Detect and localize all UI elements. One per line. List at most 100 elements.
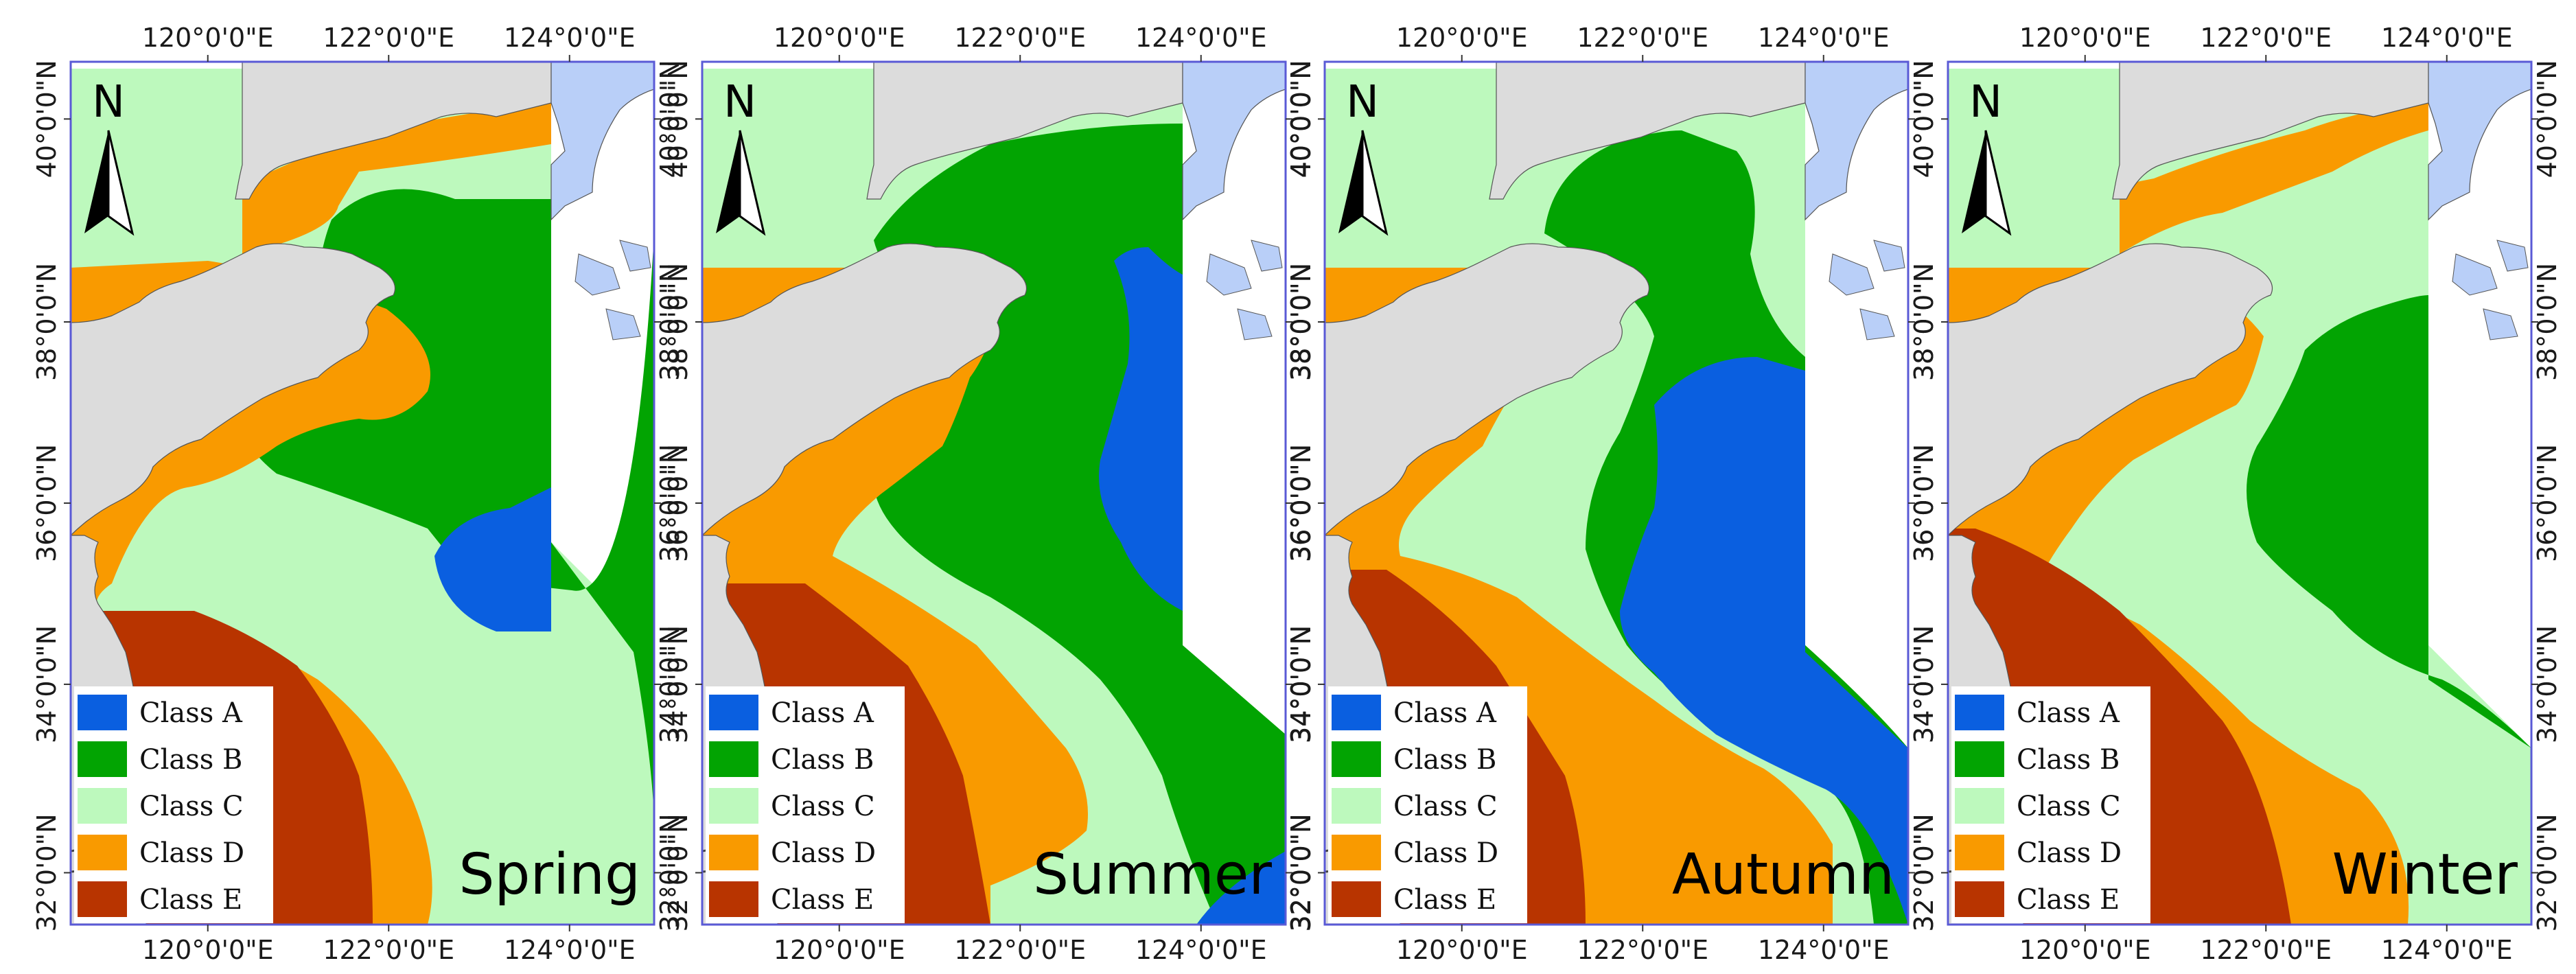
legend-label: Class A <box>2017 697 2120 729</box>
legend-label: Class D <box>139 837 244 869</box>
lon-tick-label-bottom: 124°0'0"E <box>504 935 636 965</box>
lat-tick-label-left: 36°0'0"N <box>1909 444 1939 562</box>
lat-tick-label-left: 32°0'0"N <box>32 813 62 931</box>
season-title: Summer <box>1033 842 1272 907</box>
north-arrow-label: N <box>723 77 756 128</box>
map-frame <box>69 60 655 926</box>
legend-swatch-class-d <box>78 835 127 870</box>
lon-tick-label-top: 122°0'0"E <box>1577 23 1708 53</box>
legend-label: Class B <box>2017 744 2120 776</box>
lon-tick-label-top: 120°0'0"E <box>1396 23 1528 53</box>
legend-swatch-class-b <box>709 741 758 777</box>
legend: Class A Class B Class C Class D Class E <box>74 686 273 923</box>
lat-tick-label-left: 32°0'0"N <box>1909 813 1939 931</box>
legend: Class A Class B Class C Class D Class E <box>1951 686 2150 923</box>
lon-tick-label-bottom: 120°0'0"E <box>2019 935 2151 965</box>
lon-tick-label-top: 124°0'0"E <box>1135 23 1267 53</box>
north-arrow-label: N <box>92 77 125 128</box>
legend-swatch-class-a <box>709 695 758 730</box>
legend-swatch-class-c <box>78 788 127 824</box>
legend-label: Class C <box>2017 791 2121 822</box>
legend-swatch-class-b <box>1332 741 1381 777</box>
map-frame <box>1323 60 1910 926</box>
lon-tick-label-top: 120°0'0"E <box>774 23 905 53</box>
legend-swatch-class-e <box>709 881 758 917</box>
lat-tick-label-left: 34°0'0"N <box>1286 625 1316 743</box>
lat-tick-label-right: 40°0'0"N <box>2532 60 2562 178</box>
legend-label: Class B <box>139 744 242 776</box>
lat-tick-label-left: 32°0'0"N <box>663 813 693 931</box>
legend-swatch-class-c <box>1332 788 1381 824</box>
legend-swatch-class-a <box>1332 695 1381 730</box>
legend-label: Class A <box>771 697 874 729</box>
panel-overlay-autumn: N 120°0'0"E 120°0'0"E 122°0'0"E 122°0'0"E 124… <box>1286 23 1939 965</box>
lat-tick-label-right: 32°0'0"N <box>1286 813 1316 931</box>
lat-tick-label-right: 36°0'0"N <box>655 444 685 562</box>
legend-swatch-class-e <box>1332 881 1381 917</box>
lat-tick-label-left: 38°0'0"N <box>1286 263 1316 381</box>
lon-tick-label-top: 124°0'0"E <box>1758 23 1890 53</box>
legend: Class A Class B Class C Class D Class E <box>1328 686 1527 923</box>
lon-tick-label-bottom: 122°0'0"E <box>1577 935 1708 965</box>
legend-label: Class B <box>771 744 874 776</box>
lon-tick-label-bottom: 124°0'0"E <box>1758 935 1890 965</box>
lat-tick-label-right: 34°0'0"N <box>1286 625 1316 743</box>
lat-tick-label-right: 34°0'0"N <box>655 625 685 743</box>
lat-tick-label-left: 38°0'0"N <box>1909 263 1939 381</box>
legend-label: Class D <box>2017 837 2122 869</box>
panel-overlay-summer: N 120°0'0"E 120°0'0"E 122°0'0"E 122°0'0"E 124… <box>663 23 1316 965</box>
legend-label: Class E <box>2017 884 2120 916</box>
lat-tick-label-right: 38°0'0"N <box>2532 263 2562 381</box>
lat-tick-label-right: 32°0'0"N <box>1909 813 1939 931</box>
legend-label: Class C <box>771 791 875 822</box>
legend-label: Class E <box>771 884 874 916</box>
lat-tick-label-right: 40°0'0"N <box>655 60 685 178</box>
panel-overlay-winter: N 120°0'0"E 120°0'0"E 122°0'0"E 122°0'0"E 124… <box>1909 23 2562 965</box>
lat-tick-label-right: 36°0'0"N <box>1286 444 1316 562</box>
lat-tick-label-left: 40°0'0"N <box>1909 60 1939 178</box>
lat-tick-label-left: 34°0'0"N <box>32 625 62 743</box>
season-title: Spring <box>459 842 640 907</box>
lat-tick-label-right: 38°0'0"N <box>1909 263 1939 381</box>
map-frame <box>1947 60 2533 926</box>
lat-tick-label-right: 34°0'0"N <box>1909 625 1939 743</box>
panel-overlay-spring: N 120°0'0"E 120°0'0"E 122°0'0"E 122°0'0"E 124… <box>32 23 685 965</box>
lon-tick-label-bottom: 120°0'0"E <box>1396 935 1528 965</box>
legend-label: Class A <box>139 697 243 729</box>
legend: Class A Class B Class C Class D Class E <box>706 686 905 923</box>
legend-swatch-class-b <box>78 741 127 777</box>
lon-tick-label-top: 122°0'0"E <box>2200 23 2332 53</box>
lon-tick-label-bottom: 122°0'0"E <box>2200 935 2332 965</box>
lat-tick-label-left: 36°0'0"N <box>1286 444 1316 562</box>
lat-tick-label-right: 38°0'0"N <box>1286 263 1316 381</box>
north-arrow-label: N <box>1346 77 1379 128</box>
lon-tick-label-top: 124°0'0"E <box>504 23 636 53</box>
lat-tick-label-right: 40°0'0"N <box>1286 60 1316 178</box>
lat-tick-label-right: 34°0'0"N <box>2532 625 2562 743</box>
legend-swatch-class-e <box>1955 881 2004 917</box>
lon-tick-label-bottom: 124°0'0"E <box>2381 935 2513 965</box>
lat-tick-label-right: 36°0'0"N <box>2532 444 2562 562</box>
lat-tick-label-left: 34°0'0"N <box>663 625 693 743</box>
lon-tick-label-top: 124°0'0"E <box>2381 23 2513 53</box>
lat-tick-label-left: 40°0'0"N <box>1286 60 1316 178</box>
lon-tick-label-bottom: 120°0'0"E <box>774 935 905 965</box>
lon-tick-label-top: 120°0'0"E <box>142 23 274 53</box>
lon-tick-label-bottom: 124°0'0"E <box>1135 935 1267 965</box>
lat-tick-label-right: 36°0'0"N <box>1909 444 1939 562</box>
lon-tick-label-top: 122°0'0"E <box>954 23 1086 53</box>
legend-swatch-class-d <box>1332 835 1381 870</box>
legend-label: Class E <box>139 884 242 916</box>
legend-swatch-class-d <box>1955 835 2004 870</box>
lat-tick-label-left: 40°0'0"N <box>663 60 693 178</box>
lat-tick-label-left: 40°0'0"N <box>32 60 62 178</box>
map-frame <box>701 60 1287 926</box>
legend-label: Class E <box>1393 884 1496 916</box>
legend-swatch-class-e <box>78 881 127 917</box>
lat-tick-label-left: 36°0'0"N <box>32 444 62 562</box>
legend-label: Class C <box>139 791 244 822</box>
legend-label: Class C <box>1393 791 1498 822</box>
lon-tick-label-bottom: 122°0'0"E <box>954 935 1086 965</box>
legend-label: Class B <box>1393 744 1496 776</box>
